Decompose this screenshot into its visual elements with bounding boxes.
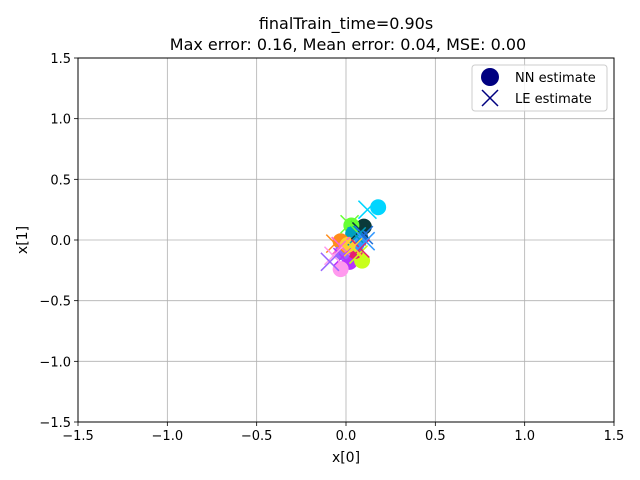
le-estimate-point bbox=[343, 237, 363, 257]
le-estimate-point bbox=[357, 200, 377, 220]
y-tick-label: −1.0 bbox=[39, 355, 71, 370]
le-estimate-point bbox=[325, 234, 345, 254]
y-tick-label: 1.0 bbox=[50, 113, 71, 128]
le-marker-stroke bbox=[347, 226, 367, 246]
le-marker-stroke bbox=[320, 252, 340, 272]
chart-title-line2: Max error: 0.16, Mean error: 0.04, MSE: … bbox=[170, 35, 526, 54]
x-tick-label: −1.5 bbox=[62, 429, 94, 444]
legend: NN estimate LE estimate bbox=[471, 64, 608, 112]
nn-estimate-point bbox=[370, 199, 387, 216]
data-markers bbox=[320, 199, 387, 278]
x-tick-label: −1.0 bbox=[152, 429, 184, 444]
le-marker-stroke bbox=[323, 246, 344, 266]
x-tick-label: 1.5 bbox=[604, 429, 625, 444]
legend-le-marker bbox=[481, 89, 499, 107]
legend-nn-label: NN estimate bbox=[515, 71, 596, 86]
legend-nn-marker bbox=[481, 68, 499, 86]
y-axis-label: x[1] bbox=[15, 226, 31, 254]
le-marker-stroke bbox=[325, 234, 345, 254]
le-estimate-point bbox=[340, 214, 360, 234]
chart-title-line1: finalTrain_time=0.90s bbox=[259, 14, 433, 34]
le-estimate-point bbox=[347, 226, 367, 246]
x-tick-label: 0.0 bbox=[336, 429, 357, 444]
le-marker-stroke bbox=[356, 231, 376, 251]
le-marker-stroke bbox=[481, 89, 499, 107]
y-tick-label: 0.0 bbox=[50, 234, 71, 249]
le-marker-stroke bbox=[357, 200, 377, 220]
x-tick-label: 1.0 bbox=[514, 429, 535, 444]
x-tick-label: −0.5 bbox=[241, 429, 273, 444]
legend-le-cross bbox=[481, 89, 499, 107]
x-tick-label: 0.5 bbox=[425, 429, 446, 444]
y-tick-label: 1.5 bbox=[50, 52, 71, 67]
le-marker-stroke bbox=[354, 225, 374, 245]
legend-box bbox=[471, 64, 608, 112]
le-marker-stroke bbox=[348, 245, 369, 265]
y-tick-label: 0.5 bbox=[50, 173, 71, 188]
y-tick-label: −1.5 bbox=[39, 416, 71, 431]
le-estimate-point bbox=[323, 246, 344, 266]
le-estimate-point bbox=[356, 231, 376, 251]
y-tick-label: −0.5 bbox=[39, 295, 71, 310]
le-estimate-point bbox=[320, 252, 340, 272]
le-marker-stroke bbox=[350, 220, 370, 240]
axis-ticks: −1.5 −1.0 −0.5 0.0 0.5 1.0 1.5 −1.5 −1.0 −0.5 0.0 0… bbox=[39, 52, 624, 444]
nn-estimate-point bbox=[332, 261, 349, 278]
x-axis-label: x[0] bbox=[332, 450, 360, 466]
le-estimate-point bbox=[350, 220, 370, 240]
le-marker-stroke bbox=[343, 237, 363, 257]
legend-le-label: LE estimate bbox=[515, 92, 592, 107]
le-marker-stroke bbox=[340, 214, 360, 234]
le-estimate-point bbox=[354, 225, 374, 245]
